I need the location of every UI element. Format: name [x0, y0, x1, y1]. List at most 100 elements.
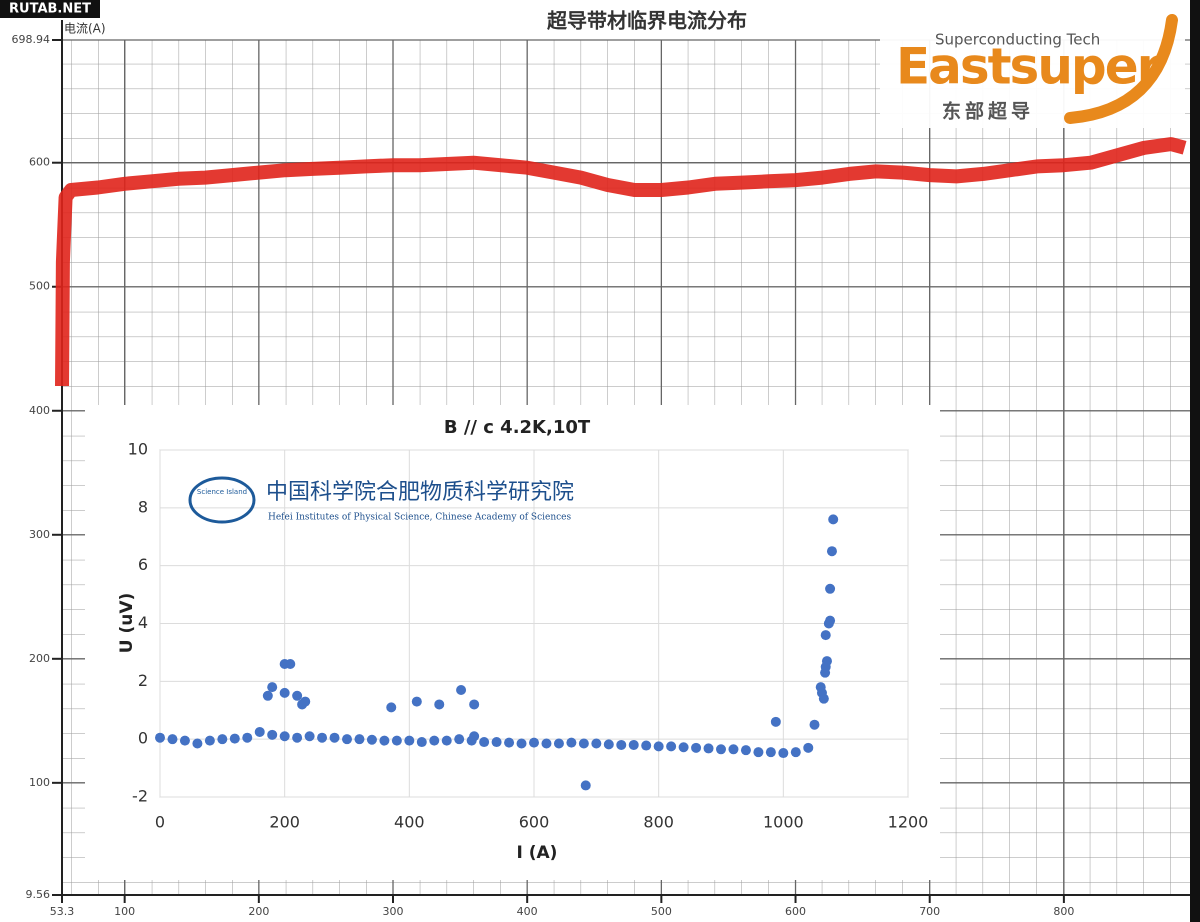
data-point: [454, 734, 465, 745]
chart-title: 超导带材临界电流分布: [546, 9, 747, 33]
y-tick-label: 2: [138, 671, 148, 690]
y-tick-label: -2: [132, 787, 148, 806]
data-point: [434, 699, 445, 710]
data-point: [529, 737, 539, 748]
data-point: [825, 615, 836, 626]
institute-en: Hefei Institutes of Physical Science, Ch…: [268, 513, 572, 523]
y-tick-label: 600: [29, 156, 50, 169]
data-point: [566, 737, 577, 748]
x-axis-label: I (A): [517, 843, 558, 863]
data-point: [828, 514, 839, 525]
x-tick-label: 53.3: [50, 905, 75, 918]
data-point: [285, 658, 296, 669]
data-point: [616, 739, 627, 750]
x-tick-label: 600: [519, 813, 550, 832]
data-point: [666, 741, 677, 752]
data-point: [317, 732, 328, 743]
data-point: [716, 744, 726, 755]
institute-badge: Science Island: [197, 488, 247, 496]
data-point: [456, 685, 467, 696]
x-tick-label: 1200: [888, 813, 929, 832]
x-tick-label: 200: [248, 905, 269, 918]
data-point: [411, 696, 422, 707]
data-point: [204, 735, 215, 746]
x-tick-label: 100: [114, 905, 135, 918]
x-tick-label: 400: [517, 905, 538, 918]
data-point: [279, 687, 290, 698]
logo-tagline: Superconducting Tech: [935, 31, 1100, 49]
data-point: [580, 780, 591, 791]
data-point: [179, 735, 190, 746]
data-point: [217, 734, 228, 745]
inset-background: [85, 405, 940, 880]
x-tick-label: 1000: [763, 813, 804, 832]
x-tick-label: 500: [651, 905, 672, 918]
y-tick-label: 500: [29, 280, 50, 293]
data-point: [825, 583, 836, 594]
data-point: [541, 738, 552, 749]
data-point: [809, 719, 820, 730]
data-point: [292, 690, 303, 701]
data-point: [691, 742, 702, 753]
data-point: [329, 732, 340, 743]
x-tick-label: 800: [1053, 905, 1074, 918]
data-point: [821, 656, 832, 667]
data-point: [267, 682, 278, 693]
y-tick-label: 9.56: [26, 888, 51, 901]
y-tick-label: 4: [138, 613, 148, 632]
x-tick-label: 600: [785, 905, 806, 918]
data-point: [703, 743, 714, 754]
data-point: [790, 747, 801, 758]
data-point: [342, 734, 352, 745]
data-point: [416, 737, 427, 748]
data-point: [429, 735, 440, 746]
x-tick-label: 700: [919, 905, 940, 918]
company-logo: Superconducting Tech Eastsuper 东部超导: [880, 14, 1185, 128]
watermark-box: [0, 0, 100, 18]
screen-edge: [1190, 0, 1200, 922]
logo-swoosh: [1064, 14, 1178, 124]
data-point: [242, 732, 253, 743]
data-point: [578, 738, 589, 749]
logo-box: [880, 28, 1185, 128]
data-point: [469, 699, 480, 710]
data-point: [167, 734, 178, 745]
data-point: [441, 735, 452, 746]
data-point: [155, 732, 165, 743]
x-tick-label: 400: [394, 813, 425, 832]
data-point: [354, 734, 365, 745]
data-point: [820, 630, 831, 641]
x-tick-label: 300: [383, 905, 404, 918]
data-point: [386, 702, 397, 713]
chart-title: B // c 4.2K,10T: [444, 417, 591, 438]
data-point: [603, 739, 614, 750]
data-point: [641, 740, 652, 751]
data-point: [765, 747, 776, 758]
y-tick-label: 698.94: [12, 33, 51, 46]
current-line: [55, 137, 1187, 387]
data-point: [469, 731, 480, 742]
data-point: [192, 738, 203, 749]
data-point: [740, 745, 751, 756]
data-point: [404, 735, 415, 746]
data-point: [292, 732, 303, 743]
data-point: [254, 726, 265, 737]
data-point: [491, 737, 502, 748]
logo-name: Eastsuper: [896, 38, 1162, 96]
watermark: RUTAB.NET: [9, 2, 91, 17]
x-tick-label: 800: [643, 813, 674, 832]
inset-chart: B // c 4.2K,10T I (A) U (uV) -2 0 2 4 6 8 10 0 200 4…: [85, 405, 940, 880]
data-point: [778, 748, 789, 759]
logo-name-cn: 东部超导: [942, 100, 1034, 123]
data-point: [300, 696, 311, 707]
data-point: [262, 690, 273, 701]
institute-logo: Science Island 中国科学院合肥物质科学研究院 Hefei Inst…: [188, 476, 574, 524]
data-point: [267, 729, 278, 740]
data-point: [391, 735, 402, 746]
institute-cn: 中国科学院合肥物质科学研究院: [266, 480, 574, 505]
data-point: [553, 738, 564, 749]
data-point: [279, 731, 290, 742]
data-point: [803, 742, 814, 753]
data-point: [304, 731, 315, 742]
